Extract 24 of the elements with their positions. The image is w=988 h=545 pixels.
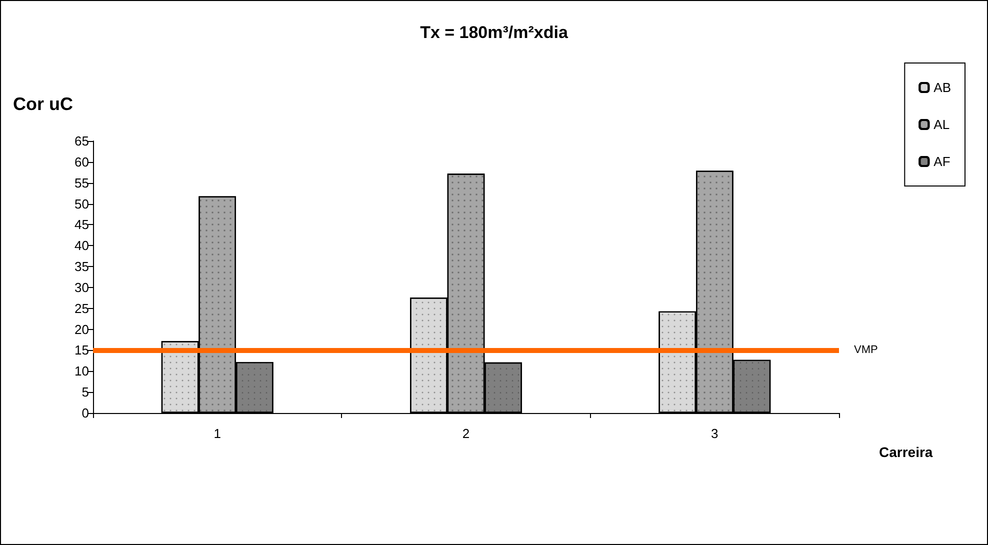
y-tick-label: 35 <box>74 259 89 274</box>
y-axis-title: Cor uC <box>13 94 73 114</box>
x-tick-label: 3 <box>711 426 718 441</box>
legend-label: AL <box>934 117 950 132</box>
x-axis-title: Carreira <box>879 444 933 460</box>
y-tick-label: 30 <box>74 280 89 295</box>
x-tick-label: 1 <box>214 426 221 441</box>
y-tick-label: 10 <box>74 364 89 379</box>
x-tick-label: 2 <box>462 426 470 441</box>
y-tick-label: 55 <box>74 175 89 190</box>
y-tick-label: 20 <box>74 322 89 337</box>
chart-title: Tx = 180m³/m²xdia <box>420 23 568 42</box>
ref-line-label: VMP <box>854 344 878 356</box>
y-tick-label: 60 <box>74 154 89 170</box>
y-tick-label: 50 <box>74 196 89 212</box>
y-tick-label: 65 <box>74 134 89 148</box>
y-tick-label: 45 <box>74 217 89 232</box>
y-tick-label: 40 <box>74 238 89 254</box>
y-tick-label: 5 <box>82 384 89 400</box>
y-tick-label: 15 <box>74 342 89 358</box>
y-tick-label: 25 <box>74 300 89 316</box>
y-tick-label: 0 <box>82 406 89 420</box>
legend-label: AF <box>934 154 950 169</box>
legend-label: AB <box>934 80 951 95</box>
